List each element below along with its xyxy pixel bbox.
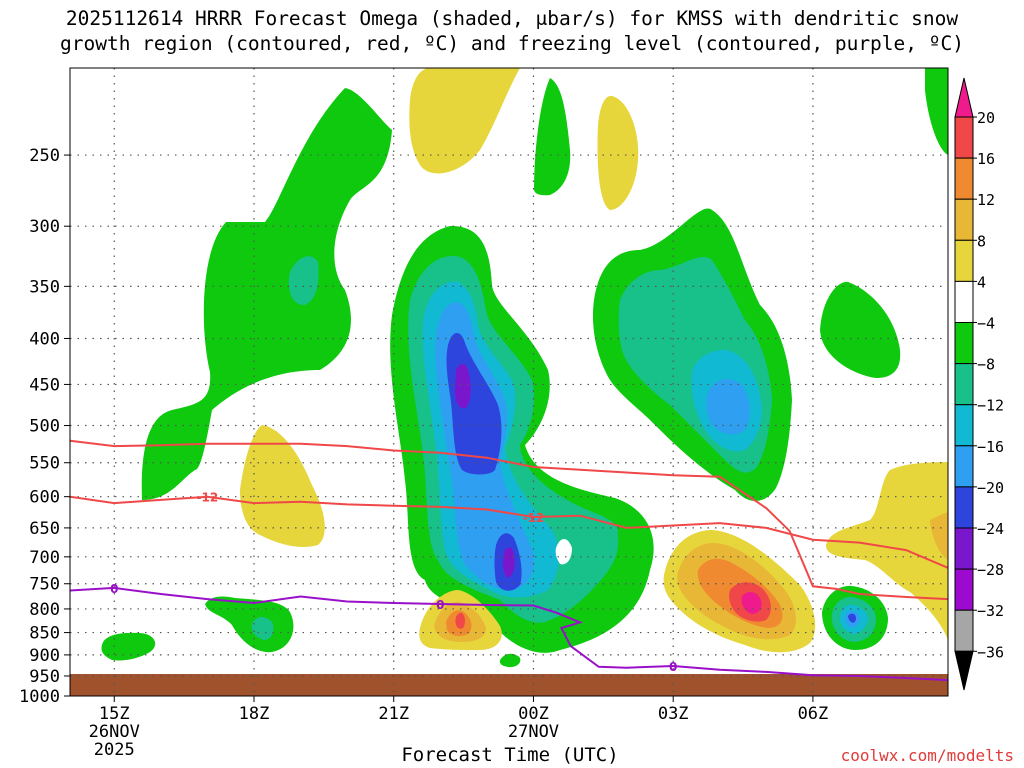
omega-region-top-right-green [925,68,948,155]
colorbar-band [954,280,974,323]
y-tick-label: 750 [29,575,60,595]
colorbar-band [954,239,974,282]
omega-region-top-green [534,78,571,196]
omega-region-main-purple-lower [503,547,515,578]
colorbar-band [954,322,974,365]
omega-region-low-teal-a [251,616,274,640]
x-tick-label: 18Z [239,704,270,724]
omega-region-main-purple [455,364,471,409]
omega-region-down-04z-pink [741,592,762,614]
y-tick-label: 300 [29,217,60,237]
omega-region-low-green-b [101,632,156,661]
colorbar-tick-label: −16 [977,438,1004,456]
omega-region-low-green-c [499,653,521,668]
omega-region-right-skyblue [706,379,750,435]
x-tick-label: 06Z [798,704,829,724]
omega-region-yellow-18z [240,425,325,547]
omega-region-down-22z-red [455,612,465,629]
x-axis-title: Forecast Time (UTC) [401,744,619,766]
omega-region-low-green-a [205,596,294,653]
x-tick-label: 03Z [658,704,689,724]
omega-shading [101,68,948,668]
colorbar-band [954,486,974,529]
credit-link[interactable]: coolwx.com/modelts [840,746,1014,765]
omega-region-far-right-green [820,281,901,378]
omega-region-left-green [141,88,392,500]
omega-region-06z-darkblue [848,613,857,623]
colorbar-band [954,198,974,241]
y-axis: 2503003504004505005506006507007508008509… [19,146,70,707]
y-tick-label: 950 [29,667,60,687]
omega-region-yellow-right-edge-orange [930,512,948,560]
omega-region-top-yellow-left [409,68,520,174]
omega-region-yellow-right-edge [825,462,948,640]
colorbar-band [954,157,974,200]
y-tick-label: 600 [29,488,60,508]
colorbar-band [954,527,974,570]
colorbar-tick-label: −28 [977,561,1004,579]
surface-layer [70,674,948,696]
y-tick-label: 900 [29,646,60,666]
y-tick-label: 650 [29,519,60,539]
colorbar-band [954,568,974,611]
colorbar-tick-label: −32 [977,602,1004,620]
colorbar-tick-label: −24 [977,520,1004,538]
colorbar-tick-label: −36 [977,643,1004,661]
x-tick-label: 15Z [99,704,130,724]
colorbar-band [954,363,974,406]
chart-title: 2025112614 HRRR Forecast Omega (shaded, … [0,6,1024,56]
dgz-contour [70,439,948,601]
y-tick-label: 700 [29,548,60,568]
contours: -12 -12 0 0 0 [70,439,948,682]
colorbar-tick-label: 4 [977,273,986,291]
y-tick-label: 350 [29,277,60,297]
colorbar-tick-label: 8 [977,232,986,250]
colorbar-tick-label: 16 [977,150,995,168]
x-tick-date-label: 26NOV [89,722,140,742]
freezing-level-contour-label: 0 [436,598,444,612]
freezing-level-contour [70,586,948,682]
y-tick-label: 400 [29,329,60,349]
dgz-contour [70,495,948,569]
colorbar-tick-label: −8 [977,356,995,374]
colorbar-tick-label: −4 [977,315,995,333]
y-tick-label: 250 [29,146,60,166]
colorbar-tick-label: 20 [977,109,995,127]
freezing-level-contour-label: 0 [110,582,118,596]
x-tick-date-label: 27NOV [508,722,559,742]
omega-region-left-teal [288,256,319,306]
y-tick-label: 550 [29,454,60,474]
y-tick-label: 850 [29,624,60,644]
y-tick-label: 450 [29,375,60,395]
y-tick-label: 1000 [19,687,60,707]
omega-region-hole [555,539,572,565]
x-tick-label: 21Z [378,704,409,724]
y-tick-label: 500 [29,417,60,437]
omega-region-top-yellow-right [597,95,639,210]
x-tick-label: 00Z [518,704,549,724]
freezing-level-contour-label: 0 [669,660,677,674]
chart-title-line2: growth region (contoured, red, ºC) and f… [60,32,964,55]
colorbar-max-triangle [954,77,974,118]
y-tick-label: 800 [29,600,60,620]
colorbar-band [954,116,974,159]
colorbar-tick-label: −20 [977,479,1004,497]
x-tick-year-label: 2025 [94,740,135,760]
omega-region-teal-mid [573,515,618,560]
plot-frame [69,67,949,697]
colorbar: 20 16 12 8 4 −4 −8 −12 −16 −20 −24 −28 −32 −36 [954,77,1004,691]
colorbar-band [954,445,974,488]
colorbar-band [954,404,974,447]
colorbar-tick-label: 12 [977,191,995,209]
colorbar-tick-label: −12 [977,397,1004,415]
dgz-contour-label: -12 [197,491,219,505]
colorbar-band [954,609,974,652]
chart-title-line1: 2025112614 HRRR Forecast Omega (shaded, … [65,7,959,30]
dgz-contour-label: -12 [523,511,545,525]
colorbar-min-triangle [954,650,974,691]
